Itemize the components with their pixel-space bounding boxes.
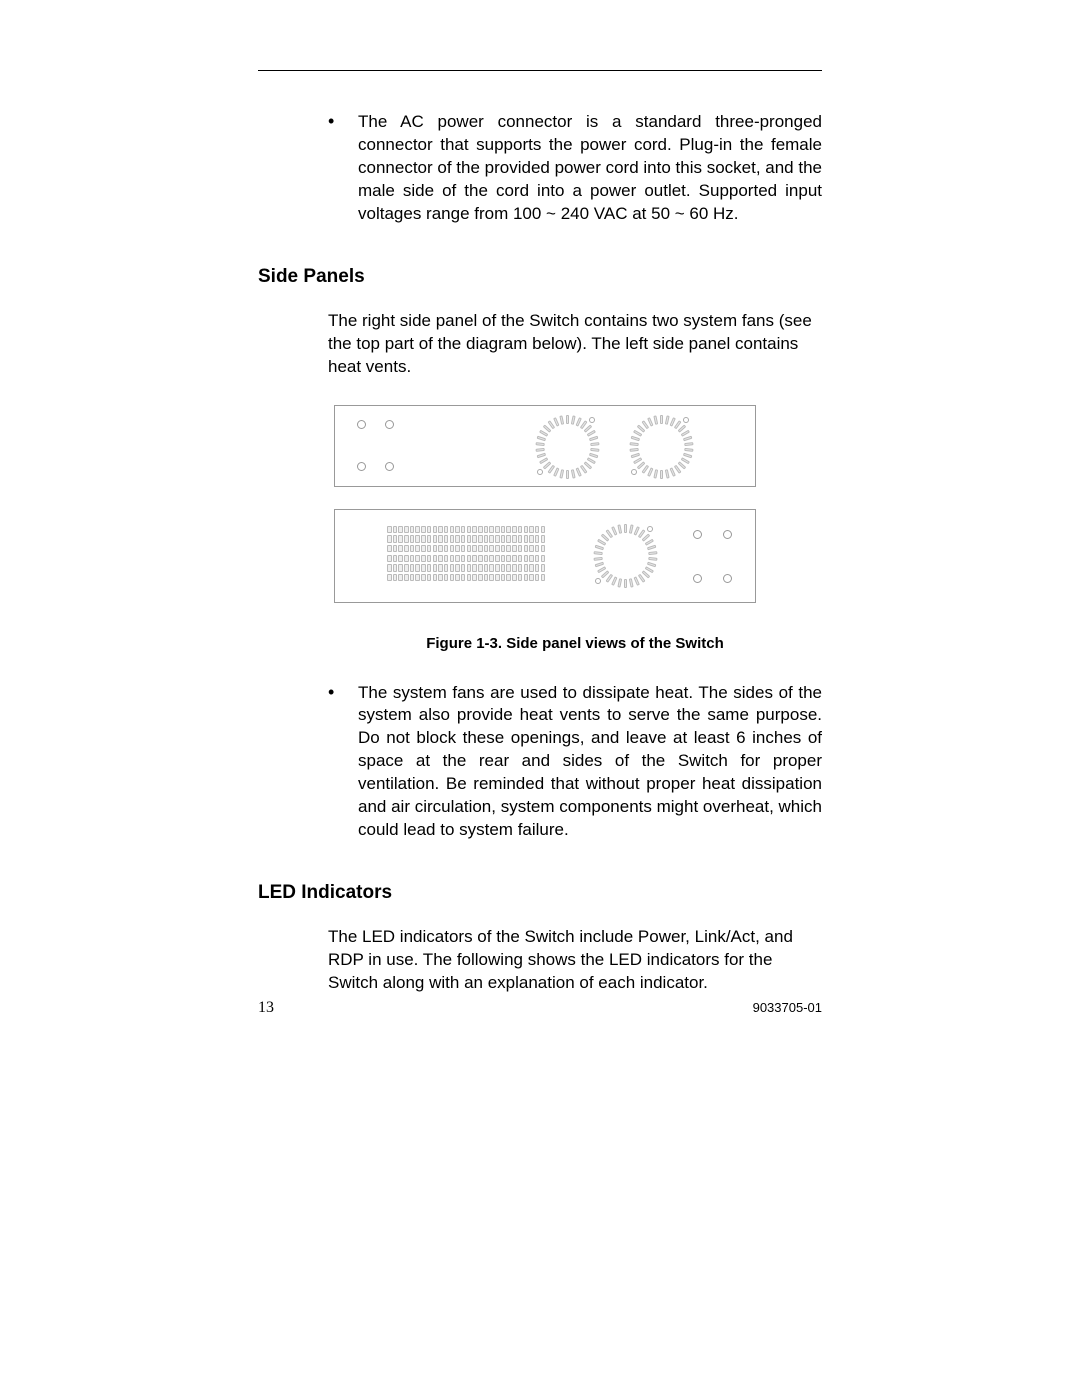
bullet-system-fans-text: The system fans are used to dissipate he… xyxy=(358,682,822,843)
header-divider xyxy=(258,70,822,71)
heading-side-panels: Side Panels xyxy=(258,266,822,288)
fan-icon xyxy=(629,415,693,479)
fan-icon xyxy=(593,524,657,588)
page-footer: 13 9033705-01 xyxy=(258,999,822,1017)
mounting-hole xyxy=(693,574,702,583)
mounting-hole xyxy=(723,574,732,583)
para-led-indicators: The LED indicators of the Switch include… xyxy=(328,926,822,995)
bullet-ac-power-text: The AC power connector is a standard thr… xyxy=(358,111,822,226)
mounting-hole xyxy=(723,530,732,539)
page-number: 13 xyxy=(258,999,274,1017)
heat-vents xyxy=(387,526,545,584)
figure-caption: Figure 1-3. Side panel views of the Swit… xyxy=(328,635,822,652)
right-side-panel xyxy=(334,405,756,487)
bullet-system-fans: The system fans are used to dissipate he… xyxy=(328,682,822,843)
side-panel-diagram xyxy=(334,405,822,603)
mounting-hole xyxy=(385,462,394,471)
fan-icon xyxy=(535,415,599,479)
mounting-hole xyxy=(357,462,366,471)
mounting-hole xyxy=(693,530,702,539)
mounting-hole xyxy=(357,420,366,429)
left-side-panel xyxy=(334,509,756,603)
document-number: 9033705-01 xyxy=(753,1000,822,1015)
para-side-panels: The right side panel of the Switch conta… xyxy=(328,310,822,379)
heading-led-indicators: LED Indicators xyxy=(258,882,822,904)
bullet-ac-power: The AC power connector is a standard thr… xyxy=(328,111,822,226)
mounting-hole xyxy=(385,420,394,429)
